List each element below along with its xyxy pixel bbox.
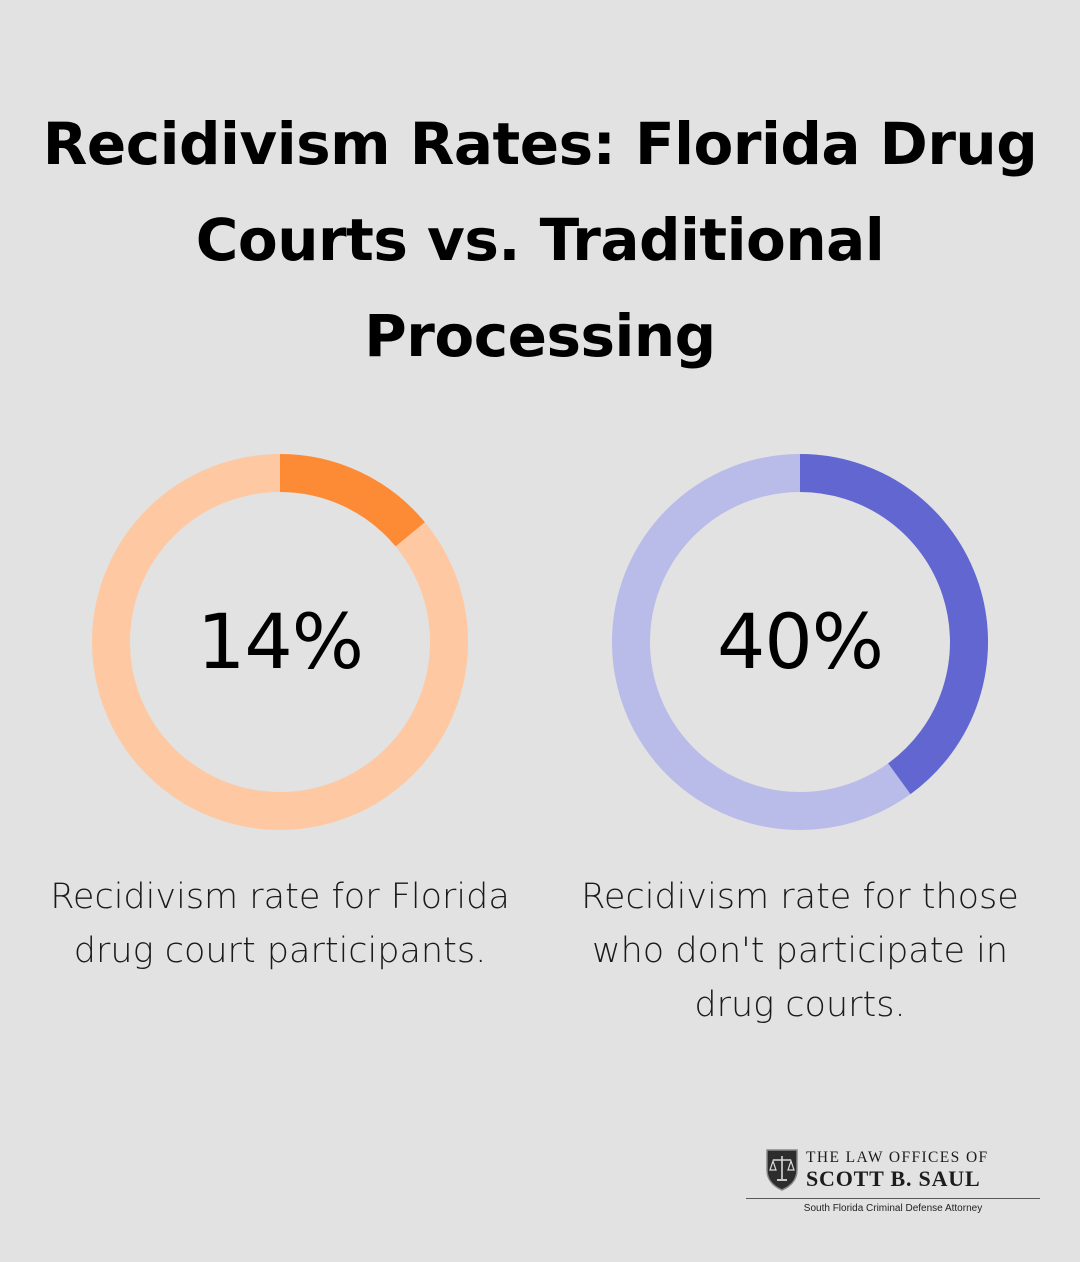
donut-caption-drug-court: Recidivism rate for Florida drug court p… [50,877,510,971]
donut-chart-drug-court: 14% [90,452,470,832]
logo-tagline: South Florida Criminal Defense Attorney [803,1203,983,1214]
law-office-logo: THE LAW OFFICES OF SCOTT B. SAUL South F… [746,1146,1040,1222]
logo-firm-name-prefix: THE LAW OFFICES OF [806,1149,989,1166]
donut-svg [92,454,468,830]
donut-value-label: 14% [197,597,364,686]
donut-svg [612,454,988,830]
page-title: Recidivism Rates: Florida Drug Courts vs… [42,110,1038,370]
donut-chart-traditional: 40% [610,452,990,832]
logo-firm-name: SCOTT B. SAUL [806,1166,981,1191]
logo-divider [746,1198,1040,1199]
donut-value-arc [279,454,425,547]
donut-value-arc [799,454,988,795]
donut-value-label: 40% [717,597,884,686]
scales-of-justice-icon [766,1149,798,1191]
donut-caption-traditional: Recidivism rate for those who don't part… [581,877,1019,1025]
